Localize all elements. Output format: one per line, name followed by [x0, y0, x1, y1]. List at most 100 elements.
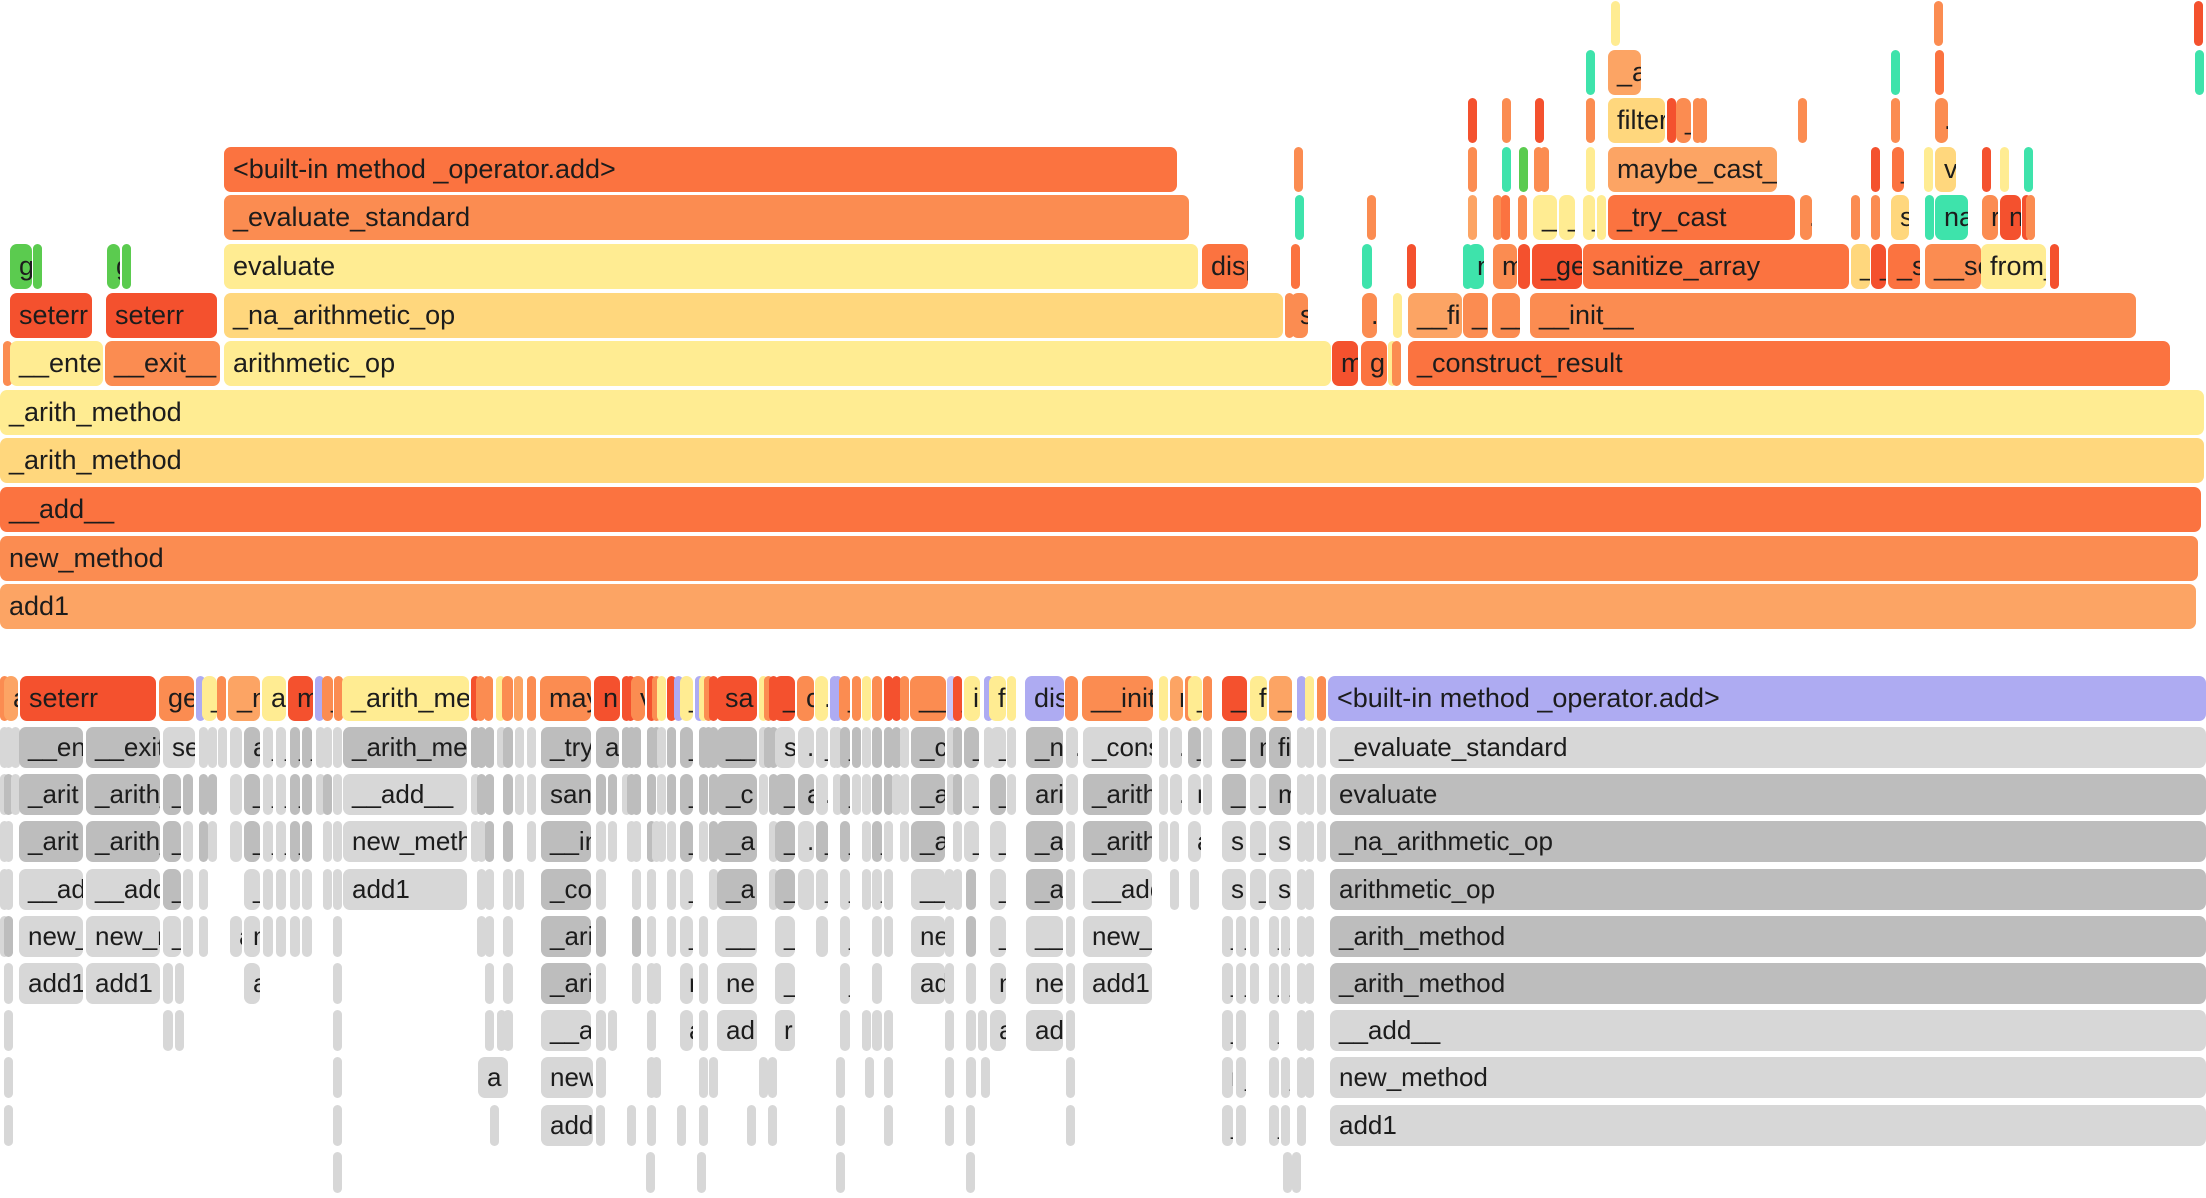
frame-sliver[interactable]: [1297, 1010, 1306, 1051]
frame-sliver[interactable]: [632, 916, 641, 957]
frame[interactable]: .: [816, 774, 828, 815]
frame[interactable]: _: [990, 727, 1006, 768]
frame-sliver[interactable]: [1586, 147, 1595, 192]
frame-sliver[interactable]: [699, 774, 708, 815]
frame[interactable]: maybe: [540, 676, 591, 721]
frame-sliver[interactable]: [1502, 98, 1511, 143]
frame[interactable]: _arith_: [86, 821, 160, 862]
frame[interactable]: _: [202, 676, 217, 721]
frame-sliver[interactable]: [217, 676, 226, 721]
frame-sliver[interactable]: [840, 1010, 850, 1051]
frame[interactable]: _a: [1608, 50, 1641, 95]
frame[interactable]: __f: [910, 676, 946, 721]
frame-sliver[interactable]: [1007, 727, 1016, 768]
frame-sliver[interactable]: [333, 916, 342, 957]
frame-sliver[interactable]: [471, 774, 480, 815]
frame[interactable]: _: [774, 676, 795, 721]
frame-sliver[interactable]: [1317, 727, 1326, 768]
frame[interactable]: add1: [19, 963, 83, 1004]
frame[interactable]: _arith: [541, 916, 591, 957]
frame-sliver[interactable]: [2026, 195, 2035, 240]
frame[interactable]: _: [1188, 727, 1201, 768]
frame-sliver[interactable]: [527, 821, 536, 862]
frame[interactable]: .: [1159, 727, 1168, 768]
frame-sliver[interactable]: [699, 1010, 708, 1051]
frame[interactable]: _: [1583, 195, 1595, 240]
frame[interactable]: i: [964, 676, 980, 721]
frame-sliver[interactable]: [966, 869, 976, 910]
frame-sliver[interactable]: [657, 821, 666, 862]
frame[interactable]: _: [1559, 195, 1575, 240]
frame-sliver[interactable]: [1159, 774, 1168, 815]
frame-sliver[interactable]: [1297, 1057, 1306, 1098]
frame-sliver[interactable]: [476, 676, 485, 721]
frame-sliver[interactable]: [652, 676, 661, 721]
frame-sliver[interactable]: [816, 916, 828, 957]
frame[interactable]: seterr: [106, 293, 217, 338]
frame-sliver[interactable]: [477, 821, 486, 862]
frame[interactable]: _: [1281, 1057, 1290, 1098]
frame-sliver[interactable]: [485, 727, 494, 768]
frame[interactable]: _: [775, 821, 795, 862]
frame-sliver[interactable]: [11, 727, 20, 768]
frame-sliver[interactable]: [1297, 1105, 1306, 1146]
frame[interactable]: s: [1291, 293, 1308, 338]
frame-sliver[interactable]: [503, 916, 513, 957]
frame-sliver[interactable]: [945, 1010, 954, 1051]
frame-sliver[interactable]: [768, 1105, 777, 1146]
frame-sliver[interactable]: [183, 916, 193, 957]
frame[interactable]: .: [862, 774, 871, 815]
frame-sliver[interactable]: [4, 916, 13, 957]
frame[interactable]: a: [262, 676, 286, 721]
frame[interactable]: a: [1292, 1152, 1301, 1193]
frame-sliver[interactable]: [1597, 195, 1606, 240]
frame[interactable]: new_m: [1083, 916, 1152, 957]
frame[interactable]: .: [657, 676, 666, 721]
frame-sliver[interactable]: [632, 821, 641, 862]
frame-sliver[interactable]: [945, 869, 954, 910]
frame[interactable]: _: [1250, 869, 1266, 910]
frame-sliver[interactable]: [697, 1152, 706, 1193]
frame-sliver[interactable]: [1297, 821, 1306, 862]
frame[interactable]: _: [872, 869, 882, 910]
frame[interactable]: _: [816, 727, 828, 768]
frame[interactable]: n: [263, 869, 273, 910]
frame-sliver[interactable]: [699, 727, 708, 768]
frame-sliver[interactable]: [884, 774, 893, 815]
frame-sliver[interactable]: [667, 727, 676, 768]
frame[interactable]: a: [478, 1057, 508, 1098]
frame-sliver[interactable]: [900, 774, 909, 815]
frame-sliver[interactable]: [1305, 1057, 1314, 1098]
frame[interactable]: n: [1269, 1057, 1279, 1098]
frame-sliver[interactable]: [1297, 676, 1306, 721]
frame-sliver[interactable]: [768, 1057, 777, 1098]
frame-sliver[interactable]: [647, 676, 656, 721]
frame-sliver[interactable]: [759, 774, 768, 815]
frame-sliver[interactable]: [953, 869, 962, 910]
frame[interactable]: n: [594, 676, 620, 721]
frame[interactable]: ad: [244, 963, 260, 1004]
frame-sliver[interactable]: [769, 869, 778, 910]
frame-sliver[interactable]: [1468, 98, 1477, 143]
frame-sliver[interactable]: [953, 774, 962, 815]
frame[interactable]: add: [911, 963, 945, 1004]
frame[interactable]: nev: [911, 916, 945, 957]
frame[interactable]: .: [199, 727, 208, 768]
frame[interactable]: r: [775, 1010, 795, 1051]
frame[interactable]: _s: [1888, 244, 1920, 289]
frame-sliver[interactable]: [647, 916, 656, 957]
frame[interactable]: _a: [680, 821, 693, 862]
frame-sliver[interactable]: [1297, 916, 1306, 957]
frame-sliver[interactable]: [323, 774, 332, 815]
frame[interactable]: seterr: [20, 676, 156, 721]
frame-sliver[interactable]: [1392, 341, 1401, 386]
frame-sliver[interactable]: [759, 1057, 768, 1098]
frame[interactable]: _: [1269, 1105, 1279, 1146]
frame[interactable]: se: [163, 727, 195, 768]
frame[interactable]: .: [657, 774, 666, 815]
frame-sliver[interactable]: [199, 821, 208, 862]
frame-sliver[interactable]: [1698, 98, 1707, 143]
frame[interactable]: _: [276, 821, 286, 862]
frame[interactable]: v: [631, 676, 645, 721]
frame-sliver[interactable]: [1297, 963, 1306, 1004]
